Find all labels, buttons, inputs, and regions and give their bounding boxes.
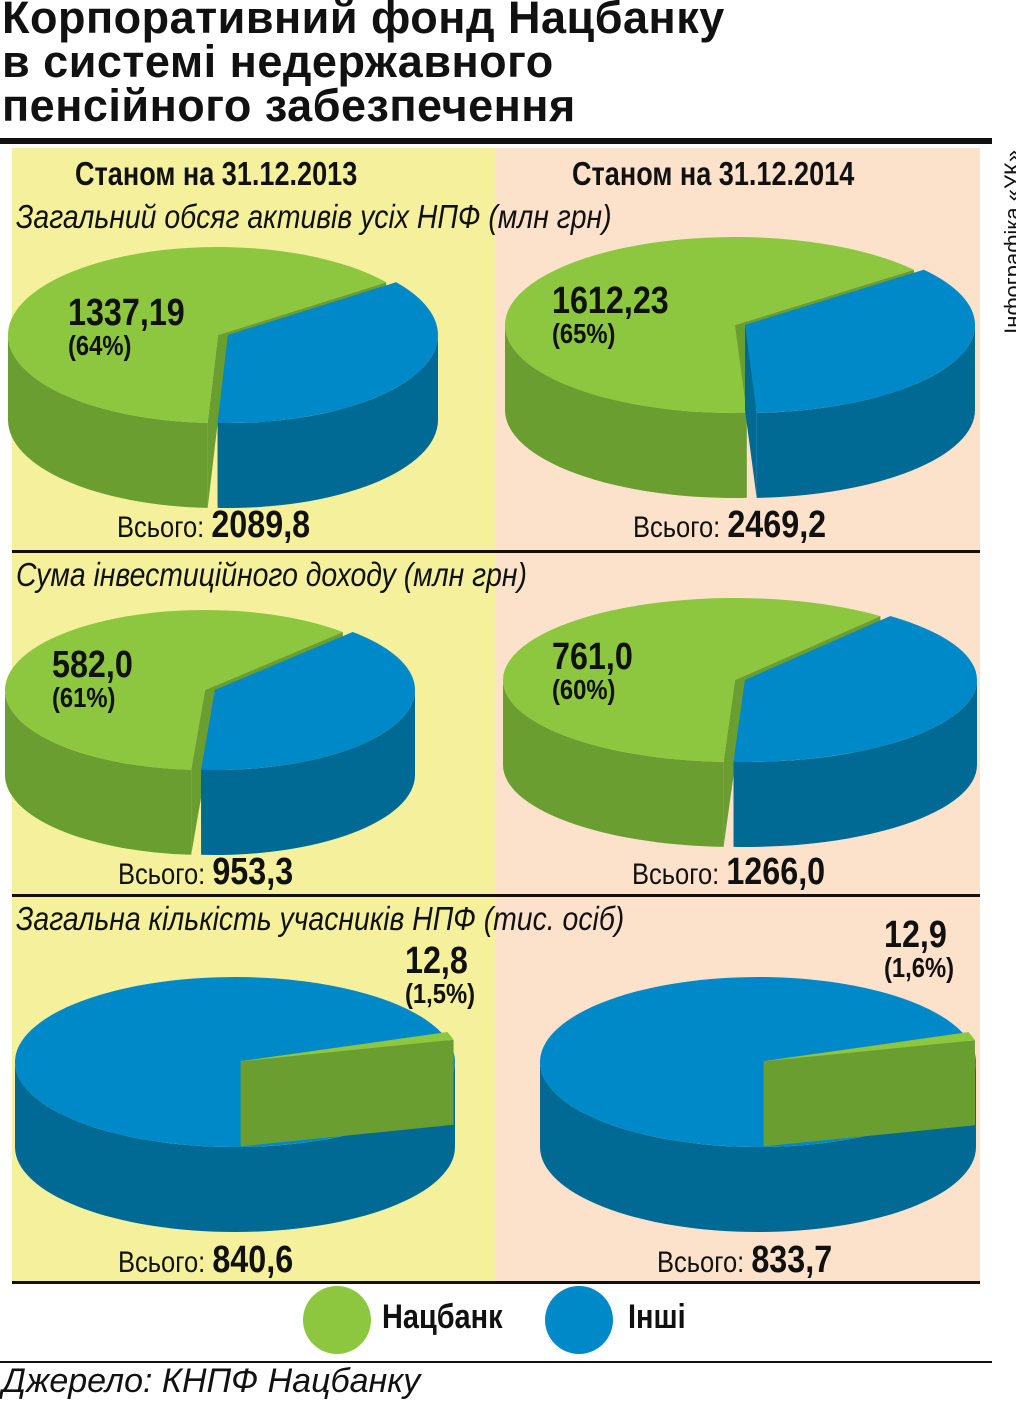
- value-label: 761,0: [552, 636, 633, 678]
- source-rule: [0, 1361, 992, 1363]
- data-label: 761,0 (60%): [552, 638, 633, 704]
- pie-slice-others-side: [15, 1062, 455, 1232]
- legend-label-natsbank: Нацбанк: [382, 1298, 503, 1336]
- pie-slice-natsbank-top: [763, 1032, 975, 1062]
- pie-slice-natsbank-cut-face: [207, 335, 218, 508]
- total-value: 840,6: [212, 1239, 294, 1281]
- pie-slice-natsbank-side: [5, 690, 192, 855]
- pie-slice-natsbank-top: [504, 237, 914, 414]
- data-label: 1337,19 (64%): [68, 294, 185, 360]
- pie-slice-natsbank-cut-face: [191, 690, 205, 855]
- total-label: Всього: 953,3: [118, 851, 293, 894]
- section-title-assets: Загальний обсяг активів усіх НПФ (млн гр…: [16, 198, 612, 235]
- percent-label: (64%): [68, 330, 132, 361]
- pie-slice-natsbank-top: [7, 246, 387, 423]
- pie-slice-others-side: [733, 680, 977, 847]
- value-label: 12,8: [405, 940, 468, 982]
- section-title-participants: Загальна кількість учасників НПФ (тис. о…: [16, 900, 625, 937]
- total-caption: Всього:: [632, 858, 720, 891]
- pie-slice-others-top: [745, 269, 975, 413]
- pie-slice-others-side: [217, 335, 438, 508]
- percent-label: (61%): [52, 682, 116, 713]
- data-label: 1612,23 (65%): [552, 282, 669, 348]
- data-label: 582,0 (61%): [52, 646, 133, 712]
- total-caption: Всього:: [118, 1246, 206, 1279]
- value-label: 12,9: [884, 914, 947, 956]
- total-label: Всього: 840,6: [118, 1239, 293, 1282]
- legend-swatch-natsbank: [303, 1286, 371, 1354]
- percent-label: (60%): [552, 674, 616, 705]
- total-value: 2089,8: [211, 504, 311, 546]
- column-header-2014: Станом на 31.12.2014: [572, 155, 855, 192]
- total-value: 953,3: [212, 851, 294, 893]
- pie-slice-natsbank-top: [5, 610, 343, 770]
- total-label: Всього: 833,7: [657, 1239, 832, 1282]
- total-caption: Всього:: [657, 1246, 745, 1279]
- total-caption: Всього:: [633, 511, 721, 544]
- pie-slice-others-side: [540, 1062, 976, 1232]
- total-label: Всього: 2469,2: [633, 504, 826, 547]
- value-label: 1337,19: [68, 292, 185, 334]
- total-value: 833,7: [751, 1239, 833, 1281]
- pie-slice-others-top: [217, 282, 438, 423]
- pie-slice-others-side: [756, 325, 975, 498]
- row-divider: [12, 1281, 980, 1284]
- total-value: 1266,0: [726, 851, 826, 893]
- percent-label: (1,6%): [884, 952, 955, 983]
- data-label: 12,9 (1,6%): [884, 916, 954, 982]
- legend-label-others: Інші: [628, 1298, 686, 1336]
- page-title: Корпоративний фонд Нацбанку в системі не…: [2, 0, 725, 128]
- pie-slice-natsbank-side: [503, 680, 724, 847]
- total-label: Всього: 1266,0: [632, 851, 825, 894]
- source-note: Джерело: КНПФ Нацбанку: [2, 1362, 421, 1400]
- total-caption: Всього:: [118, 858, 206, 891]
- total-label: Всього: 2089,8: [117, 504, 310, 547]
- pie-slice-natsbank-side: [8, 335, 208, 508]
- percent-label: (65%): [552, 318, 616, 349]
- row-divider: [12, 550, 980, 553]
- legend-swatch-others: [545, 1286, 613, 1354]
- pie-slice-natsbank-side: [505, 325, 747, 499]
- pie-slice-others-side: [201, 690, 415, 856]
- title-line: Корпоративний фонд Нацбанку: [2, 0, 725, 43]
- value-label: 1612,23: [552, 280, 669, 322]
- pie-slice-natsbank-cut-face: [723, 680, 735, 847]
- row-divider: [12, 894, 980, 897]
- section-title-income: Сума інвестиційного доходу (млн грн): [16, 556, 527, 593]
- pie-slice-others-top: [733, 616, 978, 762]
- pie-slice-natsbank-cut-face: [763, 1040, 975, 1147]
- title-rule: [0, 138, 992, 144]
- title-line: пенсійного забезпечення: [2, 80, 576, 131]
- pie-slice-others-cut-face: [745, 325, 757, 498]
- percent-label: (1,5%): [405, 978, 476, 1009]
- pie-slice-natsbank-top: [503, 597, 881, 762]
- pie-slice-others-top: [201, 632, 416, 770]
- column-header-2013: Станом на 31.12.2013: [75, 155, 358, 192]
- value-label: 582,0: [52, 644, 133, 686]
- total-value: 2469,2: [727, 504, 827, 546]
- data-label: 12,8 (1,5%): [405, 942, 475, 1008]
- pie-slice-natsbank-top: [240, 1032, 454, 1062]
- title-line: в системі недержавного: [2, 36, 554, 87]
- pie-slice-natsbank-cut-face: [240, 1039, 454, 1147]
- total-caption: Всього:: [117, 511, 205, 544]
